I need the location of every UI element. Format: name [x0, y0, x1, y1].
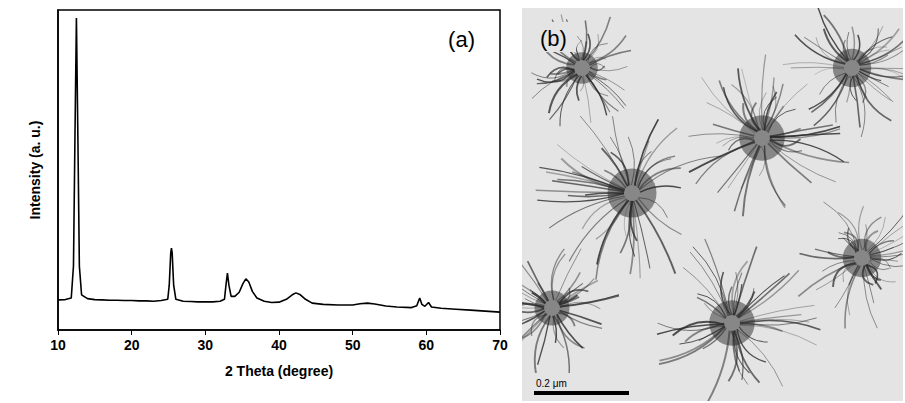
svg-text:2 Theta (degree): 2 Theta (degree) [225, 363, 333, 379]
svg-text:0.2 μm: 0.2 μm [536, 378, 567, 389]
svg-text:Intensity (a. u.): Intensity (a. u.) [27, 121, 43, 220]
svg-text:40: 40 [271, 337, 287, 353]
svg-text:(a): (a) [448, 27, 475, 52]
svg-text:50: 50 [345, 337, 361, 353]
svg-text:20: 20 [124, 337, 140, 353]
svg-text:10: 10 [50, 337, 66, 353]
svg-text:(b): (b) [540, 26, 567, 51]
svg-text:60: 60 [419, 337, 435, 353]
svg-text:30: 30 [198, 337, 214, 353]
svg-text:70: 70 [492, 337, 508, 353]
